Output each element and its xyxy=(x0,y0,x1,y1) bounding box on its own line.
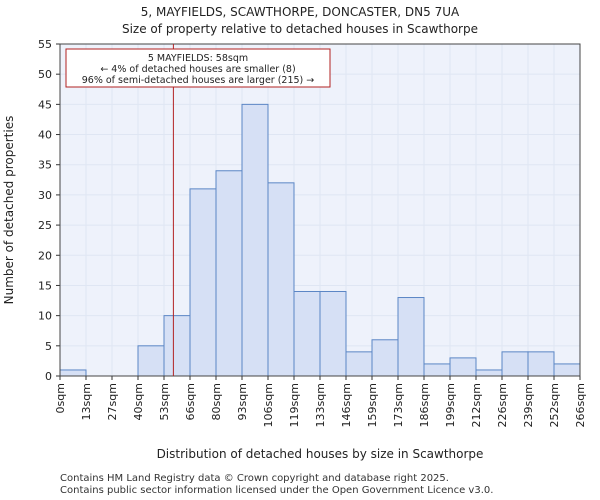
x-tick-label: 252sqm xyxy=(548,383,561,427)
x-axis: 0sqm 13sqm 27sqm 40sqm 53sqm 66sqm 80sqm 93sqm 1… xyxy=(54,376,587,427)
x-tick-label: 266sqm xyxy=(574,383,587,427)
x-tick-label: 119sqm xyxy=(288,383,301,427)
bar xyxy=(527,351,555,377)
chart-title: 5, MAYFIELDS, SCAWTHORPE, DONCASTER, DN5… xyxy=(141,5,460,19)
annotation-line-1: 5 MAYFIELDS: 58sqm xyxy=(148,53,248,64)
x-tick-label: 0sqm xyxy=(54,383,67,413)
bar xyxy=(423,363,451,377)
bar xyxy=(501,351,529,377)
y-tick-label: 0 xyxy=(45,370,52,383)
y-tick-label: 25 xyxy=(38,219,52,232)
footer-line-2: Contains public sector information licen… xyxy=(60,485,493,496)
y-axis-label: Number of detached properties xyxy=(2,116,16,305)
y-tick-label: 50 xyxy=(38,68,52,81)
bar xyxy=(241,103,269,377)
annotation-line-2: ← 4% of detached houses are smaller (8) xyxy=(100,64,295,75)
x-tick-label: 40sqm xyxy=(132,383,145,420)
y-tick-label: 45 xyxy=(38,98,52,111)
bar xyxy=(319,290,347,377)
bar xyxy=(163,315,191,377)
bar xyxy=(189,188,217,377)
x-tick-label: 226sqm xyxy=(496,383,509,427)
footer-line-1: Contains HM Land Registry data © Crown c… xyxy=(60,473,449,484)
bar xyxy=(215,170,243,377)
annotation-border xyxy=(65,48,331,88)
x-tick-label: 173sqm xyxy=(392,383,405,427)
y-tick-label: 40 xyxy=(38,129,52,142)
y-tick-label: 15 xyxy=(38,279,52,292)
x-tick-label: 186sqm xyxy=(418,383,431,427)
x-tick-label: 146sqm xyxy=(340,383,353,427)
bar xyxy=(59,369,87,377)
bar xyxy=(553,363,581,377)
annotation-box: 5 MAYFIELDS: 58sqm ← 4% of detached hous… xyxy=(65,48,331,88)
annotation-line-3: 96% of semi-detached houses are larger (… xyxy=(82,75,315,86)
y-tick-label: 55 xyxy=(38,38,52,51)
y-tick-label: 10 xyxy=(38,310,52,323)
x-tick-label: 239sqm xyxy=(522,383,535,427)
x-tick-label: 106sqm xyxy=(262,383,275,427)
x-tick-label: 199sqm xyxy=(444,383,457,427)
bar xyxy=(371,339,399,377)
plot-frame xyxy=(59,43,581,377)
y-tick-label: 35 xyxy=(38,159,52,172)
chart-subtitle: Size of property relative to detached ho… xyxy=(122,22,478,36)
x-tick-label: 159sqm xyxy=(366,383,379,427)
x-tick-label: 53sqm xyxy=(158,383,171,420)
bar xyxy=(397,297,425,377)
bar xyxy=(475,369,503,377)
x-tick-label: 80sqm xyxy=(210,383,223,420)
x-axis-label: Distribution of detached houses by size … xyxy=(157,447,484,461)
x-tick-label: 133sqm xyxy=(314,383,327,427)
x-tick-label: 27sqm xyxy=(106,383,119,420)
x-tick-label: 13sqm xyxy=(80,383,93,420)
bar xyxy=(449,357,477,377)
bar xyxy=(293,290,321,377)
bars xyxy=(59,103,581,377)
x-tick-label: 93sqm xyxy=(236,383,249,420)
y-tick-label: 20 xyxy=(38,249,52,262)
bar xyxy=(137,345,165,377)
y-tick-label: 5 xyxy=(45,340,52,353)
x-tick-label: 212sqm xyxy=(470,383,483,427)
y-tick-label: 30 xyxy=(38,189,52,202)
bar xyxy=(345,351,373,377)
x-tick-label: 66sqm xyxy=(184,383,197,420)
bar xyxy=(267,182,295,377)
y-axis: 0 5 10 15 20 25 30 35 40 45 50 55 xyxy=(38,38,60,383)
